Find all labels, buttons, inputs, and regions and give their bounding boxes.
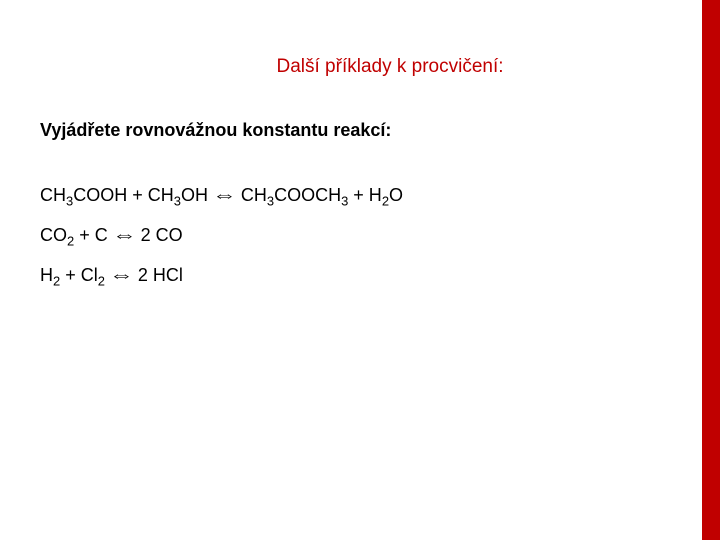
eq1-s5: 2: [382, 194, 389, 209]
equation-3: H2 + Cl2 ⇔ 2 HCl: [40, 265, 680, 287]
slide-content: Další příklady k procvičení: Vyjádřete r…: [0, 0, 720, 540]
equilibrium-arrow-icon: ⇔: [109, 225, 139, 247]
eq3-t2: + Cl: [60, 265, 98, 285]
eq1-t6: + H: [348, 185, 382, 205]
eq2-t1: CO: [40, 225, 67, 245]
eq3-t4: 2 HCl: [133, 265, 183, 285]
eq3-s2: 2: [98, 274, 105, 289]
eq2-t3: 2 CO: [136, 225, 183, 245]
equilibrium-arrow-icon: ⇔: [107, 265, 137, 287]
eq1-s2: 3: [174, 194, 181, 209]
eq1-t1: CH: [40, 185, 66, 205]
eq1-s3: 3: [267, 194, 274, 209]
eq1-t3: OH: [181, 185, 213, 205]
equilibrium-arrow-icon: ⇔: [210, 185, 240, 207]
sub-heading: Vyjádřete rovnovážnou konstantu reakcí:: [40, 120, 680, 141]
equation-2: CO2 + C ⇔ 2 CO: [40, 225, 680, 247]
eq1-t7: O: [389, 185, 403, 205]
eq2-t2: + C: [74, 225, 113, 245]
eq1-t4: CH: [236, 185, 267, 205]
eq3-t1: H: [40, 265, 53, 285]
slide-title: Další příklady k procvičení:: [100, 56, 680, 78]
eq1-t2: COOH + CH: [73, 185, 174, 205]
eq1-t5: COOCH: [274, 185, 341, 205]
equation-1: CH3COOH + CH3OH ⇔ CH3COOCH3 + H2O: [40, 185, 680, 207]
